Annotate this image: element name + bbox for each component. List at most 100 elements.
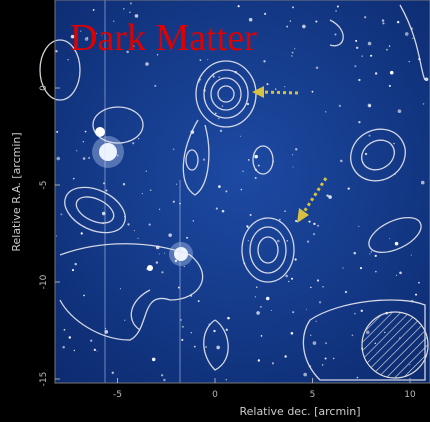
star <box>137 237 139 239</box>
star <box>316 279 320 282</box>
star <box>355 46 359 50</box>
star <box>388 45 391 47</box>
star <box>312 233 316 236</box>
star <box>216 345 220 350</box>
star <box>60 213 63 216</box>
star <box>313 222 316 226</box>
star <box>247 240 249 242</box>
star <box>255 286 258 288</box>
star <box>388 84 391 87</box>
star <box>124 319 126 321</box>
star <box>308 220 311 223</box>
star <box>358 225 360 227</box>
star <box>190 332 192 334</box>
star <box>389 70 394 75</box>
star <box>62 346 65 349</box>
star <box>336 5 339 8</box>
star <box>291 51 294 54</box>
star <box>149 189 152 192</box>
star <box>292 311 295 314</box>
star <box>342 267 344 269</box>
star <box>291 55 293 57</box>
star <box>370 54 373 57</box>
star <box>292 166 294 168</box>
star <box>154 84 157 87</box>
star <box>183 265 185 268</box>
star <box>355 39 358 42</box>
star <box>358 78 361 82</box>
star <box>92 8 95 11</box>
star <box>334 33 337 36</box>
star <box>347 187 350 190</box>
x-axis-label: Relative dec. [arcmin] <box>239 405 360 418</box>
star <box>369 253 371 255</box>
x-tick-label: 5 <box>310 390 316 400</box>
star <box>155 261 159 264</box>
star <box>63 328 66 331</box>
x-tick-label: 0 <box>212 390 218 400</box>
star <box>105 189 108 192</box>
star <box>358 120 361 124</box>
star <box>360 309 363 312</box>
star <box>370 251 372 253</box>
star <box>80 232 83 235</box>
star <box>353 251 357 255</box>
star <box>119 288 121 290</box>
star <box>374 72 378 75</box>
y-tick-label: 0 <box>39 85 49 91</box>
star <box>249 213 252 216</box>
star <box>326 194 329 197</box>
star <box>158 253 160 255</box>
star <box>84 130 87 133</box>
y-tick-label: -15 <box>39 372 49 387</box>
star <box>271 362 274 365</box>
star <box>396 20 400 24</box>
star <box>317 224 320 227</box>
star <box>113 20 115 22</box>
star <box>221 105 224 107</box>
star <box>294 48 296 50</box>
star <box>289 20 292 22</box>
star <box>359 266 363 270</box>
star <box>207 58 209 61</box>
star <box>354 312 356 315</box>
star <box>284 355 287 358</box>
star <box>270 309 272 311</box>
star <box>242 170 244 172</box>
star <box>67 59 69 61</box>
star <box>177 286 180 289</box>
star <box>76 150 78 152</box>
star <box>256 311 260 315</box>
star <box>291 154 294 156</box>
star <box>415 293 418 296</box>
star <box>412 37 414 40</box>
star <box>202 158 206 161</box>
star <box>126 50 129 54</box>
star <box>418 281 420 284</box>
star <box>344 290 348 294</box>
star <box>174 259 178 263</box>
star <box>175 183 178 185</box>
star <box>321 364 324 366</box>
star <box>306 240 310 243</box>
star <box>248 159 250 161</box>
star <box>212 75 215 78</box>
star <box>90 339 93 342</box>
star <box>254 296 257 298</box>
star <box>324 357 327 360</box>
star <box>309 334 312 337</box>
sky-image <box>55 0 430 383</box>
star <box>72 177 75 180</box>
star <box>338 104 342 108</box>
star <box>288 280 290 283</box>
star <box>367 41 372 46</box>
star <box>71 269 75 272</box>
star <box>424 77 429 82</box>
star <box>325 342 328 345</box>
star <box>181 325 184 328</box>
star <box>148 223 151 226</box>
star <box>240 188 243 191</box>
star <box>219 129 223 133</box>
x-tick-label: 10 <box>404 390 416 400</box>
star <box>246 225 249 228</box>
